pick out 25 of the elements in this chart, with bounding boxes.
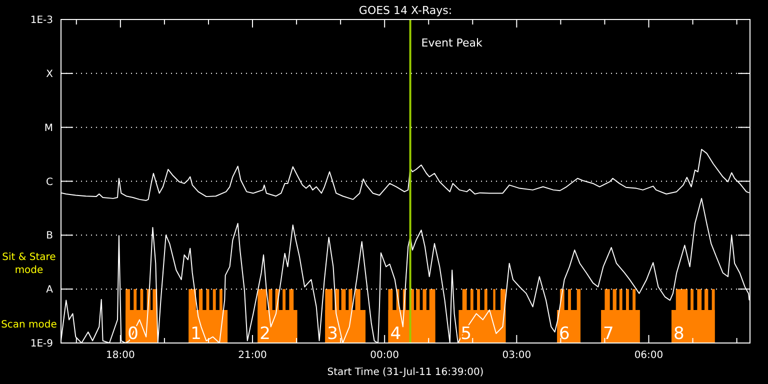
band-label: 2 <box>260 324 270 344</box>
y-tick-label: C <box>46 176 54 188</box>
y-tick-label: 1E-3 <box>30 15 53 26</box>
y-tick-label: M <box>44 122 53 134</box>
y-tick-label: 1E-9 <box>30 338 53 350</box>
band-label: 3 <box>327 324 338 344</box>
band-label: 1 <box>190 324 202 344</box>
chart-title: GOES 14 X-Rays: <box>358 4 452 17</box>
text: Sit & Stare mode <box>2 252 56 276</box>
y-tick-label: B <box>46 230 54 242</box>
x-tick-label: 03:00 <box>502 350 532 361</box>
x-tick-label: 06:00 <box>634 350 664 361</box>
band-label: 4 <box>390 324 402 344</box>
ref-line-label: Event Peak <box>421 36 484 50</box>
band-label: 8 <box>673 324 684 344</box>
x-axis-title: Start Time (31-Jul-11 16:39:00) <box>327 367 484 378</box>
band-label: 6 <box>559 324 570 344</box>
y-tick-label: X <box>46 68 54 80</box>
x-tick-label: 21:00 <box>238 350 267 361</box>
y-tick-label: A <box>46 284 54 296</box>
text: Scan mode <box>1 320 57 330</box>
x-tick-label: 18:00 <box>106 350 135 361</box>
band-label: 7 <box>603 324 614 344</box>
band-label: 5 <box>460 324 472 344</box>
x-tick-label: 00:00 <box>370 350 399 361</box>
